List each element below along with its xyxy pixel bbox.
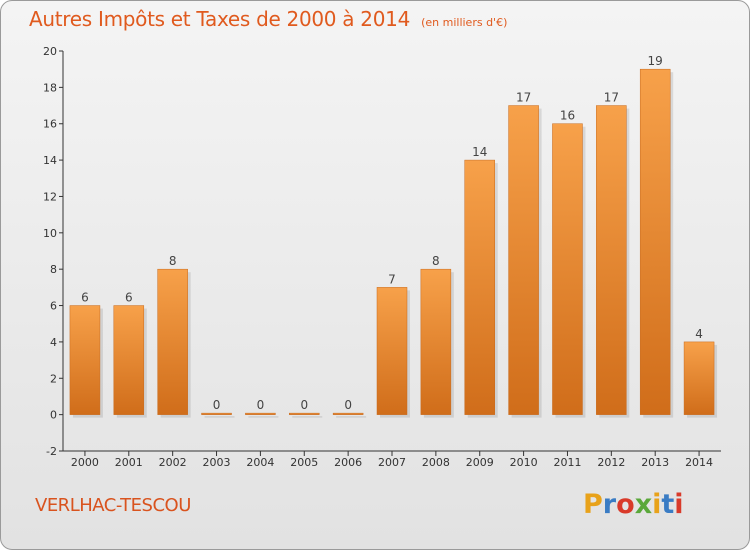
brand-letter: i <box>674 489 684 520</box>
data-label: 4 <box>695 327 703 341</box>
x-tick-label: 2006 <box>334 456 362 469</box>
x-tick-label: 2014 <box>685 456 713 469</box>
bar <box>420 268 452 415</box>
data-label: 17 <box>604 91 619 105</box>
proxiti-logo[interactable]: Proxiti <box>583 489 684 520</box>
bar <box>639 68 671 415</box>
commune-name: VERLHAC-TESCOU <box>35 495 191 516</box>
bar <box>332 412 364 415</box>
data-label: 0 <box>213 398 221 412</box>
y-tick-label: 8 <box>50 263 57 276</box>
brand-letter: o <box>616 489 635 520</box>
data-label: 6 <box>125 291 133 305</box>
bar <box>552 123 583 415</box>
y-tick-label: 18 <box>43 81 57 94</box>
x-tick-label: 2007 <box>378 456 406 469</box>
y-tick-label: 6 <box>50 300 57 313</box>
y-tick-label: 14 <box>43 154 57 167</box>
y-tick-label: 16 <box>43 118 57 131</box>
y-tick-label: 10 <box>43 227 57 240</box>
y-tick-label: 4 <box>50 336 57 349</box>
x-tick-label: 2012 <box>597 456 625 469</box>
bar-shadow <box>204 416 235 418</box>
data-label: 0 <box>257 398 265 412</box>
x-tick-label: 2004 <box>246 456 274 469</box>
brand-letter: P <box>583 489 603 520</box>
x-tick-label: 2008 <box>422 456 450 469</box>
chart-title-group: Autres Impôts et Taxes de 2000 à 2014 (e… <box>29 7 507 31</box>
bar-shadow <box>292 416 323 418</box>
bar <box>508 105 539 415</box>
x-tick-label: 2010 <box>510 456 538 469</box>
data-label: 0 <box>300 398 308 412</box>
bar-shadow <box>248 416 279 418</box>
y-tick-label: 20 <box>43 45 57 58</box>
bar <box>464 159 495 415</box>
x-tick-label: 2003 <box>203 456 231 469</box>
x-tick-label: 2011 <box>553 456 581 469</box>
data-label: 7 <box>388 272 396 286</box>
chart-title: Autres Impôts et Taxes de 2000 à 2014 <box>29 7 410 31</box>
x-tick-label: 2002 <box>159 456 187 469</box>
bar-shadow <box>336 416 367 418</box>
bar <box>245 412 276 415</box>
x-tick-label: 2000 <box>71 456 99 469</box>
data-label: 17 <box>516 91 531 105</box>
data-label: 16 <box>560 109 575 123</box>
bar <box>289 412 320 415</box>
data-label: 8 <box>169 254 177 268</box>
bar <box>683 341 715 415</box>
data-label: 8 <box>432 254 440 268</box>
brand-letter: x <box>634 489 653 520</box>
y-tick-label: -2 <box>46 445 57 458</box>
data-labels-group: 6 6 8 0 0 0 0 7 8 14 17 16 17 19 4 <box>81 54 703 412</box>
bar <box>69 305 101 415</box>
y-tick-label: 0 <box>50 409 57 422</box>
data-label: 19 <box>648 54 663 68</box>
data-label: 14 <box>472 145 487 159</box>
data-label: 6 <box>81 291 89 305</box>
bar <box>596 105 627 415</box>
y-tick-label: 2 <box>50 372 57 385</box>
bar <box>113 305 145 415</box>
data-label: 0 <box>344 398 352 412</box>
x-tick-label: 2013 <box>641 456 669 469</box>
bar <box>376 287 408 415</box>
axes-group: -2 0 2 4 6 8 10 12 14 16 18 20 2000 2001 2002 2003 2004 2… <box>43 45 721 469</box>
x-tick-label: 2009 <box>466 456 494 469</box>
x-tick-label: 2005 <box>290 456 318 469</box>
brand-letter: t <box>661 489 675 520</box>
brand-letter: r <box>602 489 617 520</box>
chart-subtitle: (en milliers d'€) <box>421 16 508 29</box>
bar <box>201 412 232 415</box>
bars-group <box>69 68 718 418</box>
x-tick-label: 2001 <box>115 456 143 469</box>
brand-letter: i <box>652 489 662 520</box>
bar <box>157 268 188 415</box>
y-tick-label: 12 <box>43 190 57 203</box>
